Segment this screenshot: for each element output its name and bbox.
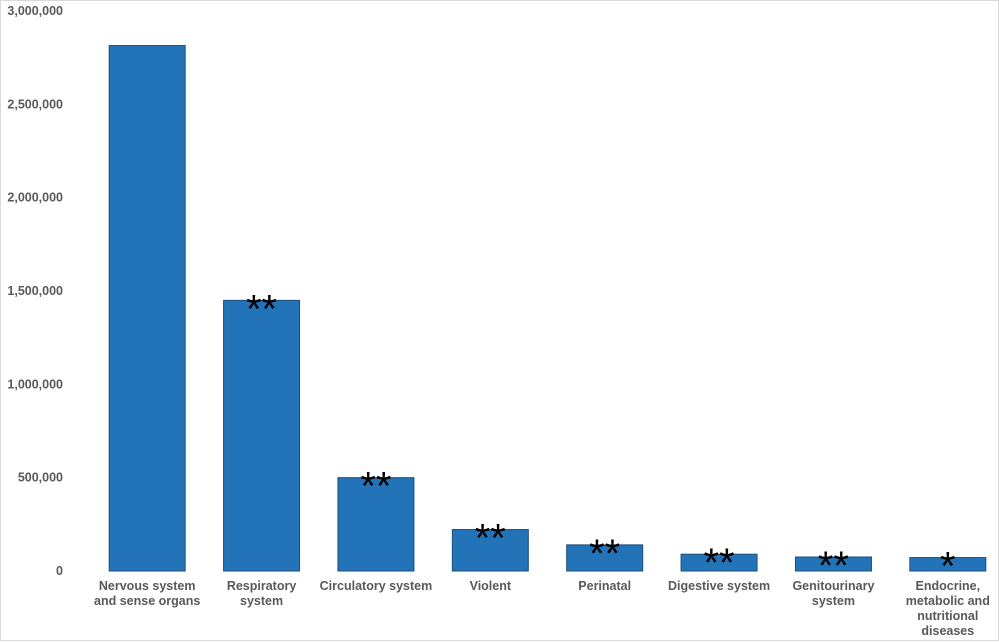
y-tick-label: 1,500,000 — [7, 284, 63, 298]
significance-marker: ** — [589, 532, 620, 576]
significance-annotations: ****** ** ** ** * — [246, 287, 956, 588]
bar — [566, 544, 644, 572]
y-tick-label: 3,000,000 — [7, 4, 63, 18]
bar — [794, 556, 872, 572]
bars-group — [108, 45, 987, 572]
significance-marker: ** — [360, 465, 391, 509]
x-tick-label: Circulatory system — [320, 579, 433, 593]
x-tick-label-line: nutritional — [917, 609, 978, 623]
x-tick-label: Digestive system — [668, 579, 770, 593]
significance-marker: ** — [818, 544, 849, 588]
x-tick-label: Endocrine, metabolic and nutritional diseas… — [906, 579, 990, 638]
x-tick-label: Respiratory system — [227, 579, 297, 608]
bar — [680, 553, 758, 572]
x-tick-label-line: Perinatal — [578, 579, 631, 593]
x-axis-ticks: Nervous system and sense organs Respirator… — [94, 579, 990, 638]
significance-marker: ** — [246, 287, 277, 331]
x-tick-label-line: Respiratory — [227, 579, 297, 593]
x-tick-label: Genitourinary system — [792, 579, 874, 608]
x-tick-label-line: system — [240, 594, 283, 608]
x-tick-label-line: Circulatory system — [320, 579, 433, 593]
significance-marker: ** — [475, 517, 506, 561]
y-tick-label: 2,500,000 — [7, 97, 63, 111]
x-tick-label-line: Digestive system — [668, 579, 770, 593]
x-tick-label: Violent — [470, 579, 512, 593]
x-tick-label: Nervous system and sense organs — [94, 579, 200, 608]
bar — [337, 477, 415, 572]
x-tick-label-line: Violent — [470, 579, 512, 593]
significance-marker: * — [940, 545, 956, 589]
x-tick-label-line: Nervous system — [99, 579, 196, 593]
y-tick-label: 500,000 — [18, 471, 63, 485]
y-tick-label: 2,000,000 — [7, 191, 63, 205]
x-tick-label-line: Genitourinary — [792, 579, 874, 593]
significance-marker: ** — [703, 541, 734, 585]
y-axis-ticks: 0 500,000 1,000,000 1,500,000 2,000,000 2,500… — [7, 4, 63, 578]
bar — [108, 45, 186, 572]
x-tick-label: Perinatal — [578, 579, 631, 593]
x-tick-label-line: metabolic and — [906, 594, 990, 608]
x-tick-label-line: system — [812, 594, 855, 608]
bar — [223, 299, 301, 572]
y-tick-label: 0 — [56, 564, 63, 578]
x-tick-label-line: Endocrine, — [916, 579, 981, 593]
x-tick-label-line: and sense organs — [94, 594, 200, 608]
bar — [451, 529, 529, 572]
x-tick-label-line: diseases — [921, 624, 974, 638]
y-tick-label: 1,000,000 — [7, 377, 63, 391]
bar — [909, 557, 987, 572]
